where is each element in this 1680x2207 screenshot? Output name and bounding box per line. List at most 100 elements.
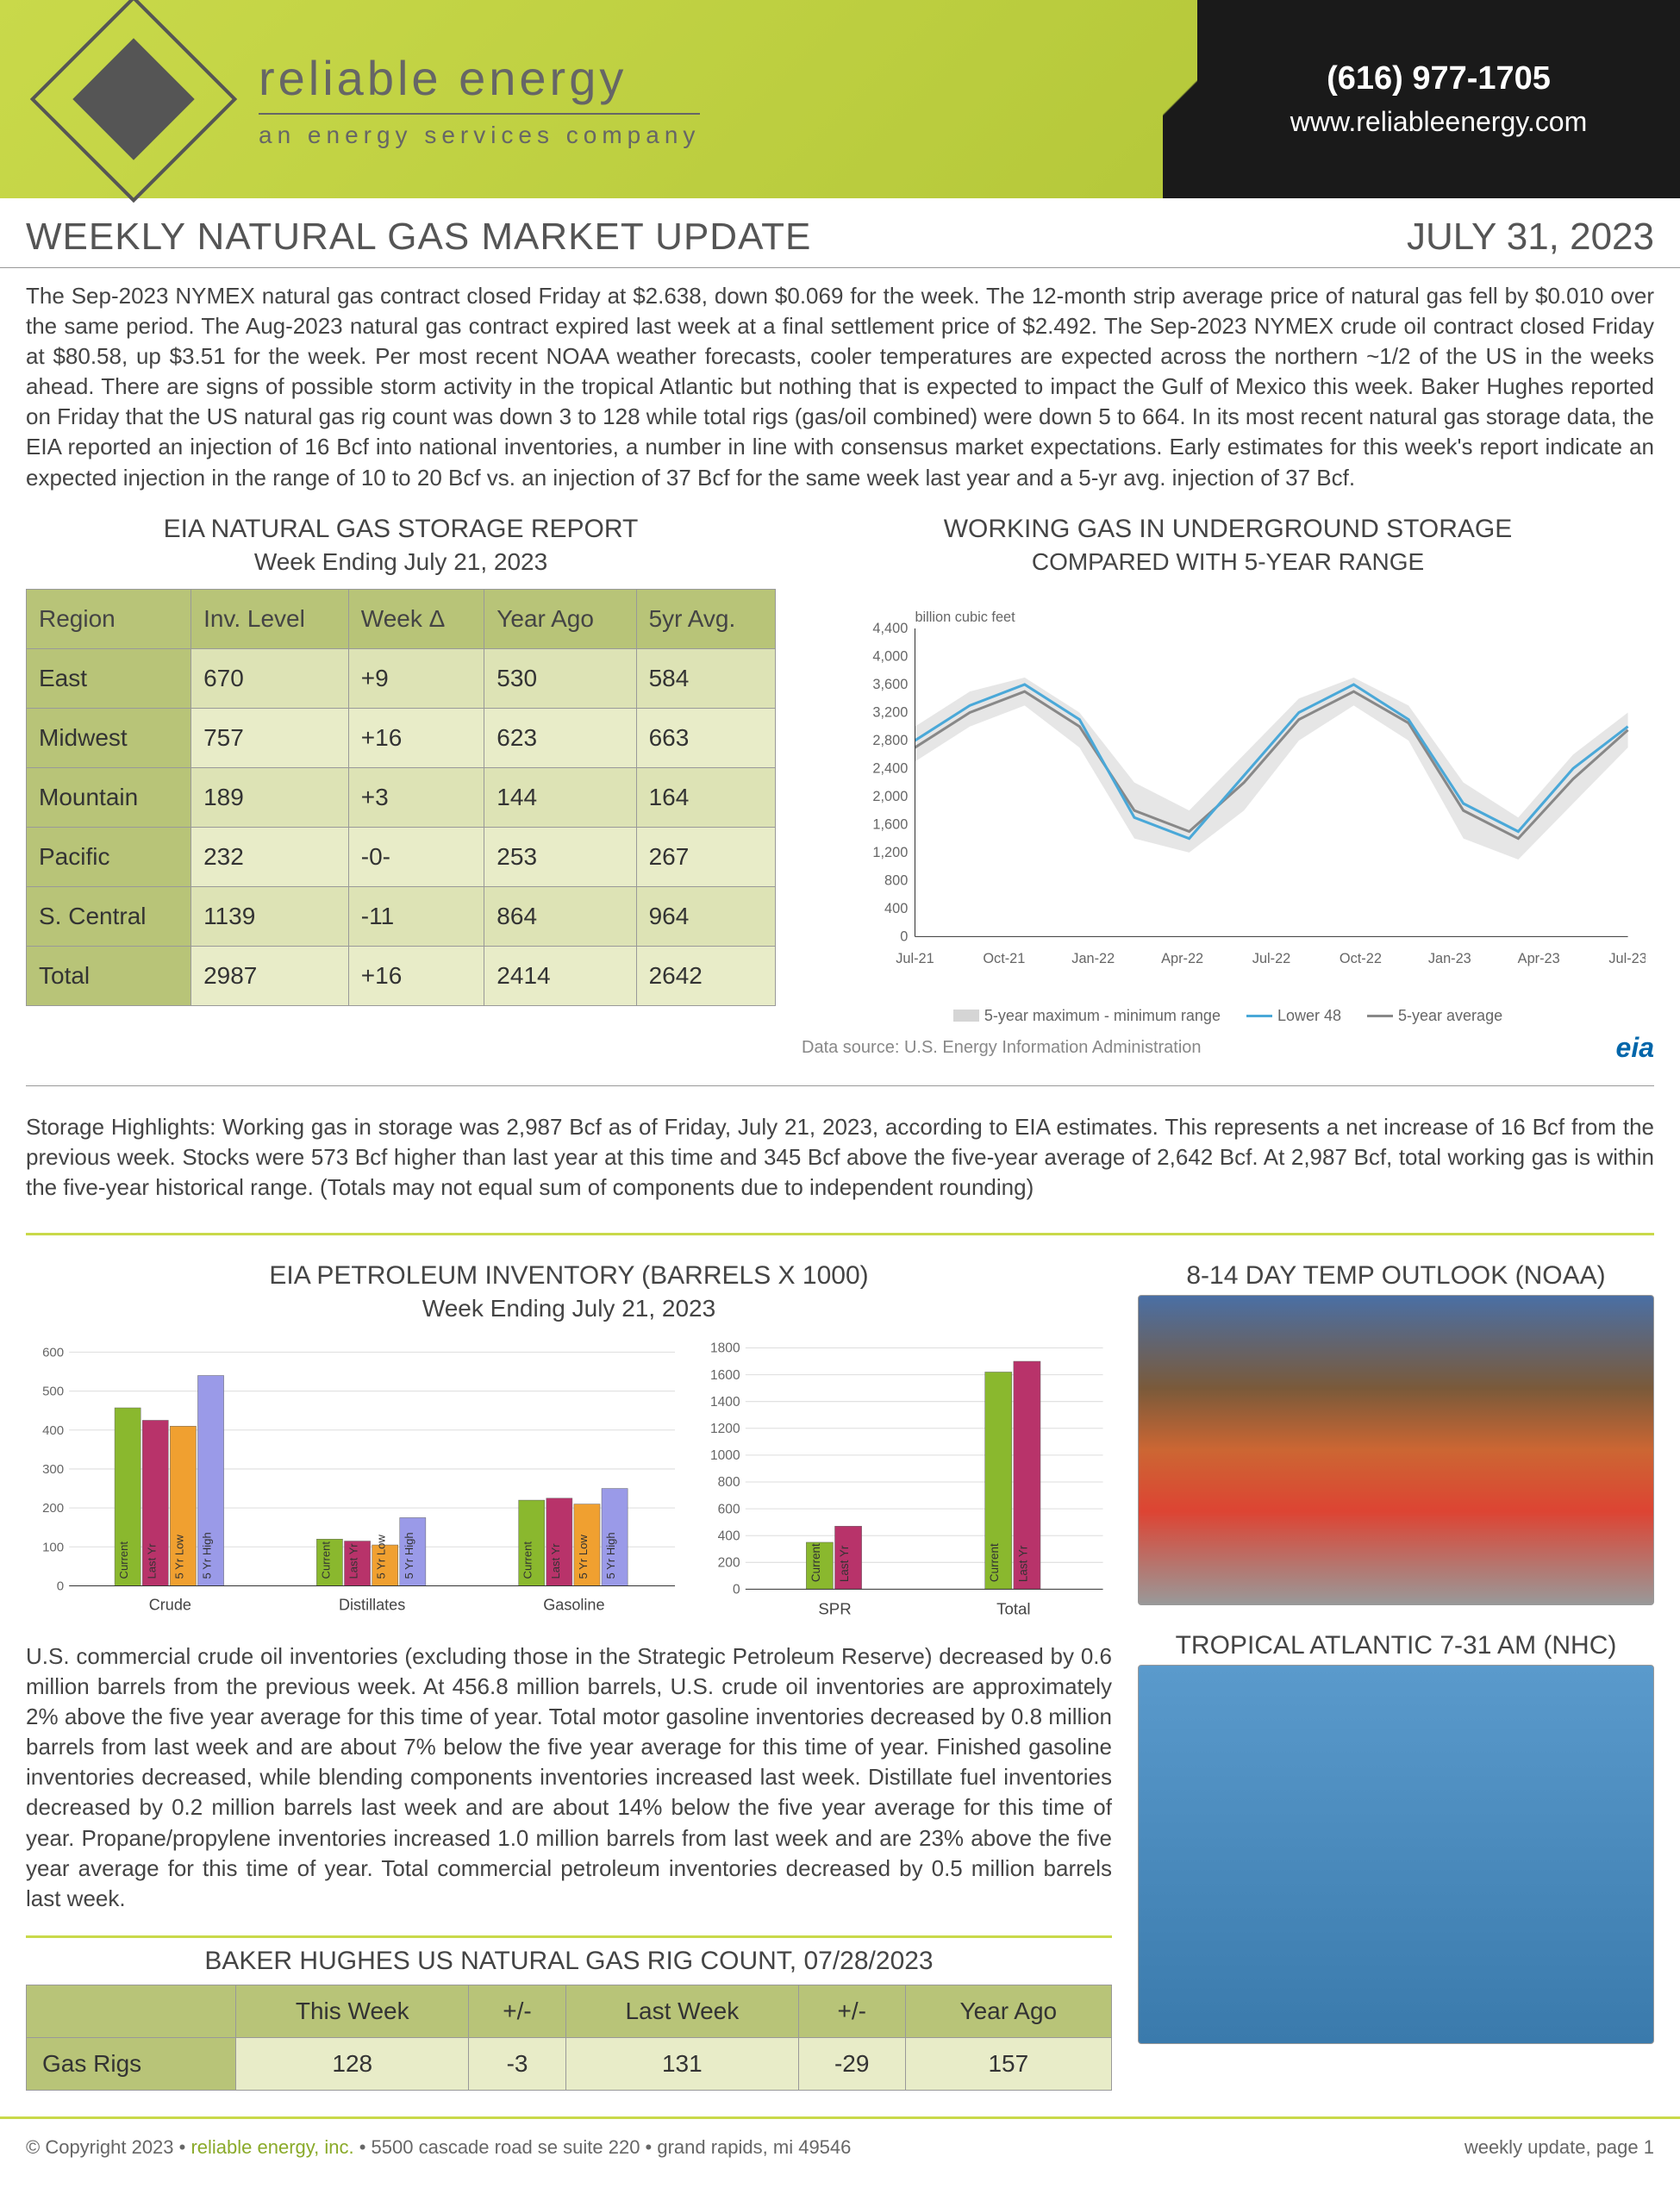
storage-chart-title: WORKING GAS IN UNDERGROUND STORAGE — [802, 515, 1654, 544]
svg-text:Last Yr: Last Yr — [145, 1543, 158, 1579]
svg-text:400: 400 — [42, 1423, 64, 1438]
svg-text:Apr-23: Apr-23 — [1518, 951, 1560, 966]
svg-text:500: 500 — [42, 1385, 64, 1399]
svg-text:300: 300 — [42, 1462, 64, 1477]
storage-line-chart: billion cubic feet 0 400 800 1,200 1,600 2,000… — [802, 589, 1654, 1003]
svg-text:Current: Current — [117, 1541, 130, 1579]
svg-text:1,200: 1,200 — [872, 845, 908, 860]
svg-text:800: 800 — [718, 1475, 740, 1490]
svg-text:Jul-21: Jul-21 — [896, 951, 934, 966]
storage-chart-legend: 5-year maximum - minimum rangeLower 485-… — [802, 1007, 1654, 1025]
svg-text:Current: Current — [319, 1541, 332, 1579]
svg-text:Current: Current — [521, 1541, 534, 1579]
svg-text:Current: Current — [809, 1543, 822, 1582]
svg-text:100: 100 — [42, 1540, 64, 1554]
svg-text:5 Yr High: 5 Yr High — [604, 1532, 617, 1579]
brand-tagline: an energy services company — [259, 122, 700, 149]
svg-text:1000: 1000 — [710, 1448, 740, 1463]
svg-text:Current: Current — [988, 1543, 1001, 1582]
table-header: 5yr Avg. — [636, 589, 775, 648]
temp-outlook-title: 8-14 DAY TEMP OUTLOOK (NOAA) — [1138, 1261, 1654, 1291]
svg-text:400: 400 — [884, 901, 908, 916]
table-row: East670+9530584 — [27, 648, 776, 708]
page-title: WEEKLY NATURAL GAS MARKET UPDATE — [26, 216, 811, 259]
svg-text:5 Yr Low: 5 Yr Low — [172, 1535, 185, 1579]
report-date: JULY 31, 2023 — [1407, 216, 1654, 259]
svg-text:Oct-21: Oct-21 — [983, 951, 1025, 966]
table-row: Gas Rigs128-3131-29157 — [27, 2037, 1112, 2090]
svg-text:2,000: 2,000 — [872, 789, 908, 804]
svg-text:0: 0 — [57, 1579, 64, 1593]
svg-text:200: 200 — [718, 1555, 740, 1570]
petroleum-bar-chart-2: 020040060080010001200140016001800Current… — [701, 1335, 1112, 1629]
svg-text:0: 0 — [900, 928, 908, 944]
temp-outlook-map — [1138, 1295, 1654, 1605]
svg-text:Last Yr: Last Yr — [838, 1545, 851, 1582]
svg-text:800: 800 — [884, 872, 908, 888]
svg-text:0: 0 — [733, 1583, 740, 1597]
svg-text:1,600: 1,600 — [872, 816, 908, 832]
table-row: Mountain189+3144164 — [27, 767, 776, 827]
svg-text:2,400: 2,400 — [872, 760, 908, 776]
svg-text:5 Yr Low: 5 Yr Low — [577, 1535, 590, 1579]
svg-text:Distillates: Distillates — [339, 1597, 405, 1614]
storage-chart-source: Data source: U.S. Energy Information Adm… — [802, 1038, 1202, 1058]
svg-text:Total: Total — [996, 1599, 1030, 1617]
table-header: Year Ago — [484, 589, 636, 648]
svg-text:3,200: 3,200 — [872, 704, 908, 720]
svg-text:Jan-23: Jan-23 — [1428, 951, 1471, 966]
intro-paragraph: The Sep-2023 NYMEX natural gas contract … — [0, 268, 1680, 506]
tropical-title: TROPICAL ATLANTIC 7-31 AM (NHC) — [1138, 1631, 1654, 1660]
table-header: Region — [27, 589, 191, 648]
header: reliable energy an energy services compa… — [0, 0, 1680, 198]
svg-text:1200: 1200 — [710, 1422, 740, 1436]
rig-count-table: This Week+/-Last Week+/-Year Ago Gas Rig… — [26, 1985, 1112, 2091]
svg-text:600: 600 — [42, 1345, 64, 1360]
table-header: Inv. Level — [191, 589, 349, 648]
svg-text:SPR: SPR — [818, 1599, 851, 1617]
svg-text:Jul-22: Jul-22 — [1252, 951, 1290, 966]
footer-left: © Copyright 2023 • reliable energy, inc.… — [26, 2136, 851, 2159]
svg-text:4,400: 4,400 — [872, 621, 908, 636]
svg-text:billion cubic feet: billion cubic feet — [915, 609, 1015, 624]
svg-text:2,800: 2,800 — [872, 733, 908, 748]
svg-text:5 Yr Low: 5 Yr Low — [375, 1535, 388, 1579]
petroleum-subtitle: Week Ending July 21, 2023 — [26, 1295, 1112, 1322]
petroleum-text: U.S. commercial crude oil inventories (e… — [26, 1629, 1112, 1927]
website-url: www.reliableenergy.com — [1290, 106, 1587, 138]
svg-text:3,600: 3,600 — [872, 677, 908, 692]
storage-table: RegionInv. LevelWeek ΔYear Ago5yr Avg. E… — [26, 589, 776, 1006]
svg-text:Apr-22: Apr-22 — [1161, 951, 1203, 966]
svg-text:Jan-22: Jan-22 — [1071, 951, 1115, 966]
storage-table-title: EIA NATURAL GAS STORAGE REPORT — [26, 515, 776, 544]
table-header: This Week — [236, 1985, 469, 2037]
header-brand-area: reliable energy an energy services compa… — [0, 0, 1197, 198]
svg-text:1400: 1400 — [710, 1395, 740, 1410]
svg-text:600: 600 — [718, 1502, 740, 1516]
svg-text:Jul-23: Jul-23 — [1608, 951, 1646, 966]
storage-highlights: Storage Highlights: Working gas in stora… — [0, 1099, 1680, 1216]
table-header: +/- — [798, 1985, 905, 2037]
svg-text:200: 200 — [42, 1501, 64, 1516]
table-row: Total2987+1624142642 — [27, 946, 776, 1005]
table-header: Week Δ — [348, 589, 484, 648]
brand-name: reliable energy — [259, 50, 700, 115]
table-header: Year Ago — [905, 1985, 1111, 2037]
svg-text:Last Yr: Last Yr — [1017, 1545, 1030, 1582]
svg-text:1600: 1600 — [710, 1368, 740, 1383]
logo-icon — [30, 0, 237, 203]
legend-item: 5-year maximum - minimum range — [953, 1007, 1221, 1025]
svg-text:1800: 1800 — [710, 1341, 740, 1356]
petroleum-title: EIA PETROLEUM INVENTORY (BARRELS X 1000) — [26, 1261, 1112, 1291]
storage-table-subtitle: Week Ending July 21, 2023 — [26, 548, 776, 576]
table-row: Midwest757+16623663 — [27, 708, 776, 767]
rig-count-title: BAKER HUGHES US NATURAL GAS RIG COUNT, 0… — [26, 1947, 1112, 1976]
table-header: Last Week — [565, 1985, 798, 2037]
table-header: +/- — [469, 1985, 566, 2037]
svg-text:5 Yr High: 5 Yr High — [201, 1532, 214, 1579]
petroleum-bar-chart-1: 0 100 200 300 400 500 600 Current Last Yr 5 Yr Lo… — [26, 1335, 684, 1629]
svg-text:Last Yr: Last Yr — [347, 1543, 360, 1579]
table-row: Pacific232-0-253267 — [27, 827, 776, 886]
footer-right: weekly update, page 1 — [1465, 2136, 1654, 2159]
storage-chart-subtitle: COMPARED WITH 5-YEAR RANGE — [802, 548, 1654, 576]
